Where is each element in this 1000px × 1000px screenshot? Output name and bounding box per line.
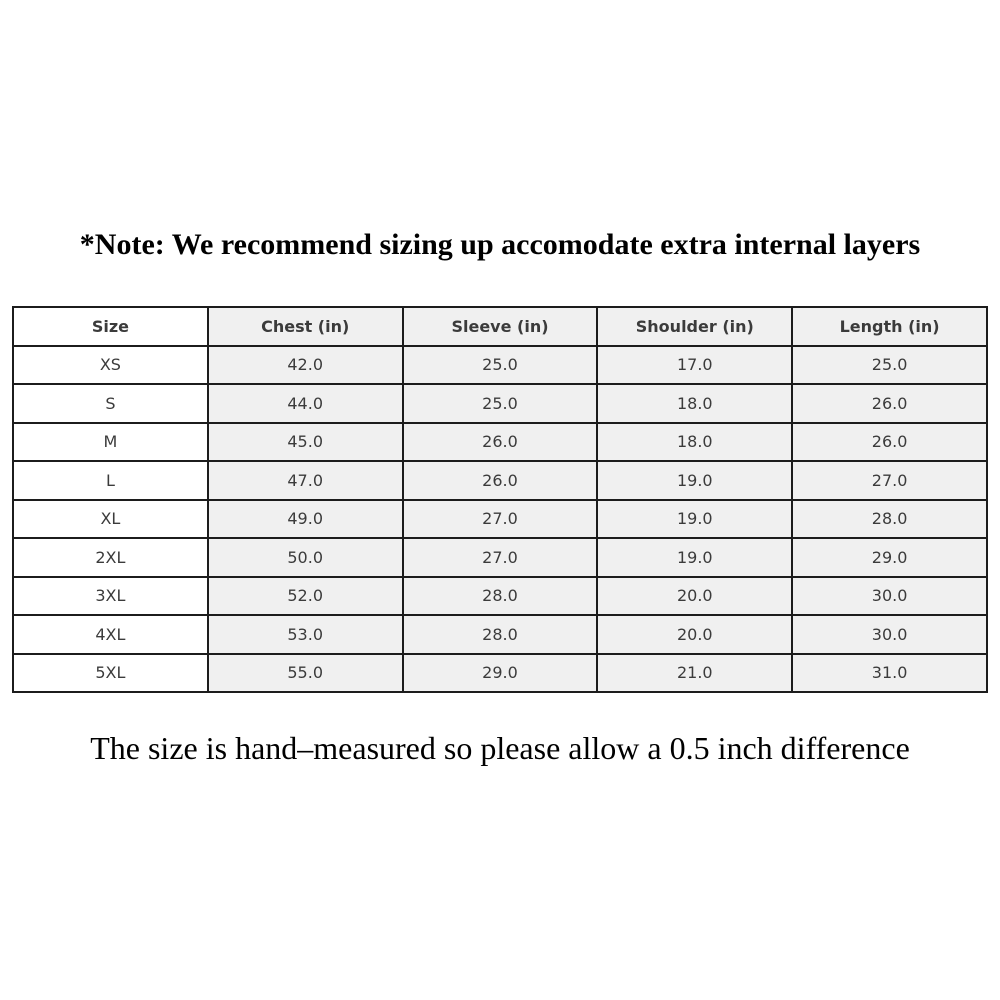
measurement-cell: 52.0 [206, 575, 404, 616]
size-cell: S [12, 383, 209, 424]
header-row: Size Chest (in) Sleeve (in) Shoulder (in… [12, 306, 988, 347]
measurement-cell: 29.0 [791, 537, 988, 578]
measurement-cell: 17.0 [596, 344, 794, 385]
measurement-cell: 21.0 [596, 652, 794, 693]
measurement-cell: 25.0 [401, 344, 599, 385]
measurement-cell: 26.0 [791, 421, 988, 462]
header-length: Length (in) [791, 306, 988, 347]
measurement-cell: 29.0 [401, 652, 599, 693]
measurement-cell: 45.0 [206, 421, 404, 462]
size-chart-table: Size Chest (in) Sleeve (in) Shoulder (in… [12, 306, 988, 693]
measurement-cell: 28.0 [401, 614, 599, 655]
measurement-cell: 25.0 [791, 344, 988, 385]
table-row: XS 42.0 25.0 17.0 25.0 [12, 344, 988, 385]
measurement-cell: 25.0 [401, 383, 599, 424]
table-row: XL 49.0 27.0 19.0 28.0 [12, 498, 988, 539]
measurement-cell: 27.0 [791, 460, 988, 501]
size-cell: M [12, 421, 209, 462]
header-sleeve: Sleeve (in) [401, 306, 599, 347]
measurement-cell: 19.0 [596, 498, 794, 539]
measurement-cell: 18.0 [596, 383, 794, 424]
measurement-cell: 26.0 [401, 421, 599, 462]
measurement-cell: 50.0 [206, 537, 404, 578]
size-cell: 2XL [12, 537, 209, 578]
table-row: 4XL 53.0 28.0 20.0 30.0 [12, 614, 988, 655]
size-cell: XL [12, 498, 209, 539]
measurement-cell: 28.0 [791, 498, 988, 539]
size-cell: XS [12, 344, 209, 385]
size-cell: 4XL [12, 614, 209, 655]
measurement-cell: 20.0 [596, 575, 794, 616]
table-row: L 47.0 26.0 19.0 27.0 [12, 460, 988, 501]
measurement-cell: 42.0 [206, 344, 404, 385]
measurement-cell: 27.0 [401, 537, 599, 578]
header-size: Size [12, 306, 209, 347]
table-row: 2XL 50.0 27.0 19.0 29.0 [12, 537, 988, 578]
measurement-cell: 55.0 [206, 652, 404, 693]
top-note: *Note: We recommend sizing up accomodate… [79, 228, 921, 261]
measurement-cell: 53.0 [206, 614, 404, 655]
measurement-cell: 47.0 [206, 460, 404, 501]
table-row: 5XL 55.0 29.0 21.0 31.0 [12, 652, 988, 693]
bottom-note: The size is hand–measured so please allo… [90, 730, 910, 766]
size-cell: L [12, 460, 209, 501]
table-row: M 45.0 26.0 18.0 26.0 [12, 421, 988, 462]
header-chest: Chest (in) [206, 306, 404, 347]
measurement-cell: 20.0 [596, 614, 794, 655]
measurement-cell: 26.0 [401, 460, 599, 501]
measurement-cell: 26.0 [791, 383, 988, 424]
measurement-cell: 44.0 [206, 383, 404, 424]
measurement-cell: 31.0 [791, 652, 988, 693]
table-row: S 44.0 25.0 18.0 26.0 [12, 383, 988, 424]
measurement-cell: 18.0 [596, 421, 794, 462]
size-table-head: Size Chest (in) Sleeve (in) Shoulder (in… [12, 306, 988, 347]
size-cell: 5XL [12, 652, 209, 693]
measurement-cell: 19.0 [596, 537, 794, 578]
measurement-cell: 30.0 [791, 614, 988, 655]
size-table-body: XS 42.0 25.0 17.0 25.0 S 44.0 25.0 18.0 26.0 M 45.0… [12, 344, 988, 693]
measurement-cell: 19.0 [596, 460, 794, 501]
header-shoulder: Shoulder (in) [596, 306, 794, 347]
table-row: 3XL 52.0 28.0 20.0 30.0 [12, 575, 988, 616]
measurement-cell: 27.0 [401, 498, 599, 539]
size-cell: 3XL [12, 575, 209, 616]
measurement-cell: 49.0 [206, 498, 404, 539]
measurement-cell: 30.0 [791, 575, 988, 616]
measurement-cell: 28.0 [401, 575, 599, 616]
